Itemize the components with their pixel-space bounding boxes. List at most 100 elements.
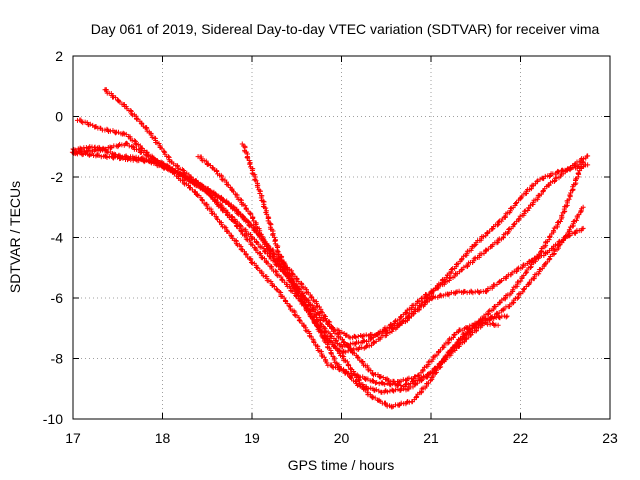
- data-point: [445, 340, 451, 346]
- data-point: [503, 314, 509, 320]
- data-point: [485, 246, 491, 252]
- data-point: [258, 195, 264, 201]
- data-point: [437, 292, 443, 298]
- data-point: [156, 141, 162, 147]
- data-point: [446, 350, 452, 356]
- data-point: [449, 347, 455, 353]
- data-point: [113, 152, 119, 158]
- data-point: [73, 147, 79, 153]
- data-point: [104, 155, 110, 161]
- chart-title: Day 061 of 2019, Sidereal Day-to-day VTE…: [91, 21, 600, 37]
- x-tick-label: 18: [155, 430, 171, 446]
- data-point: [265, 218, 271, 224]
- data-point: [100, 145, 106, 151]
- data-point: [273, 286, 279, 292]
- data-point: [361, 332, 367, 338]
- data-point: [339, 344, 345, 350]
- data-point: [353, 334, 359, 340]
- data-point: [253, 178, 259, 184]
- data-point: [523, 270, 529, 276]
- data-point: [472, 242, 478, 248]
- x-tick-label: 17: [65, 430, 81, 446]
- data-point: [233, 207, 239, 213]
- x-tick-label: 22: [513, 430, 529, 446]
- data-point: [400, 318, 406, 324]
- data-point: [260, 237, 266, 243]
- data-point: [532, 258, 538, 264]
- data-point: [278, 274, 284, 280]
- data-point: [510, 287, 516, 293]
- data-point: [403, 309, 409, 315]
- data-point: [491, 306, 497, 312]
- data-point: [561, 237, 567, 243]
- data-point: [506, 227, 512, 233]
- data-point: [517, 196, 523, 202]
- data-point: [528, 186, 534, 192]
- data-point: [430, 373, 436, 379]
- data-point: [248, 259, 254, 265]
- data-point: [445, 292, 451, 298]
- data-point: [580, 159, 586, 165]
- data-point: [224, 181, 230, 187]
- data-point: [366, 343, 372, 349]
- data-point: [400, 386, 406, 392]
- data-point: [551, 228, 557, 234]
- series-track-4: [70, 144, 586, 389]
- data-point: [485, 316, 491, 322]
- data-point: [292, 312, 298, 318]
- data-point: [418, 296, 424, 302]
- x-tick-label: 23: [602, 430, 618, 446]
- data-point: [526, 259, 532, 265]
- data-point: [496, 219, 502, 225]
- data-point: [514, 295, 520, 301]
- data-point: [555, 169, 561, 175]
- y-tick-label: -2: [51, 169, 64, 185]
- y-tick-label: -8: [51, 351, 64, 367]
- data-point: [223, 225, 229, 231]
- data-point: [382, 381, 388, 387]
- data-point: [295, 293, 301, 299]
- data-point: [513, 201, 519, 207]
- data-point: [263, 244, 269, 250]
- data-point: [412, 374, 418, 380]
- data-point: [254, 265, 260, 271]
- data-point: [491, 316, 497, 322]
- data-point: [470, 323, 476, 329]
- data-point: [319, 310, 325, 316]
- data-point: [443, 275, 449, 281]
- data-point: [257, 251, 263, 257]
- data-point: [80, 120, 86, 126]
- data-point: [398, 382, 404, 388]
- data-point: [339, 329, 345, 335]
- data-point: [248, 231, 254, 237]
- data-point: [80, 151, 86, 157]
- data-point: [344, 359, 350, 365]
- data-point: [460, 331, 466, 337]
- data-point: [464, 250, 470, 256]
- data-point: [486, 308, 492, 314]
- data-point: [446, 337, 452, 343]
- data-point: [315, 345, 321, 351]
- data-point: [531, 274, 537, 280]
- x-tick-label: 19: [244, 430, 260, 446]
- data-point: [261, 246, 267, 252]
- data-point: [546, 257, 552, 263]
- data-point: [363, 332, 369, 338]
- data-point: [406, 313, 412, 319]
- data-point: [414, 394, 420, 400]
- data-point: [250, 215, 256, 221]
- y-tick-label: -6: [51, 290, 64, 306]
- data-point: [448, 266, 454, 272]
- data-point: [547, 173, 553, 179]
- data-point: [245, 219, 251, 225]
- data-point: [274, 259, 280, 265]
- data-point: [311, 339, 317, 345]
- series-track-7: [195, 154, 501, 386]
- data-point: [79, 149, 85, 155]
- data-point: [516, 216, 522, 222]
- data-point: [269, 253, 275, 259]
- data-point: [255, 184, 261, 190]
- data-point: [296, 315, 302, 321]
- data-point: [214, 168, 220, 174]
